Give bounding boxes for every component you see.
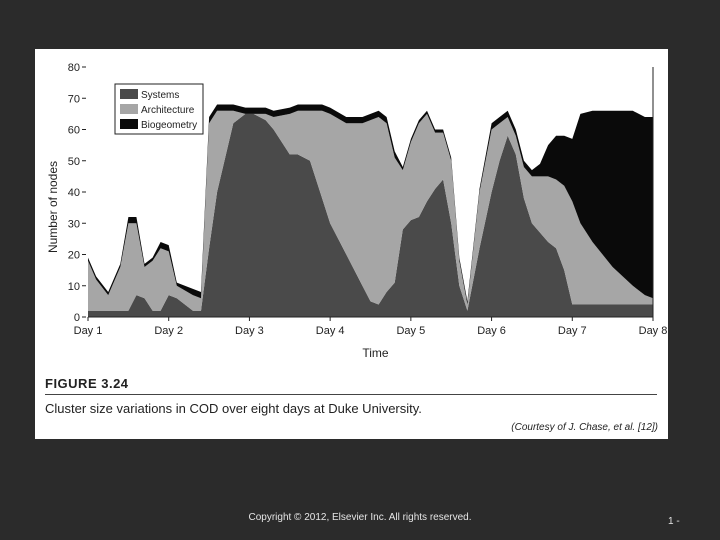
x-tick-label: Day 3 [235, 325, 264, 337]
x-tick-label: Day 7 [558, 325, 587, 337]
y-tick-label: 40 [68, 187, 80, 199]
caption-divider [45, 394, 657, 395]
y-tick-label: 30 [68, 218, 80, 230]
figure-card: 0 10 20 30 40 50 60 70 80 Day 1 Day 2 Day 3 Day 4 Day… [35, 49, 668, 439]
legend-entry: Architecture [141, 105, 195, 116]
x-tick-label: Day 4 [316, 325, 345, 337]
x-axis-title: Time [362, 346, 389, 360]
legend-entry: Systems [141, 90, 179, 101]
y-tick-label: 10 [68, 281, 80, 293]
y-tick-label: 80 [68, 62, 80, 74]
area-systems [88, 113, 653, 318]
y-tick-label: 50 [68, 156, 80, 168]
x-tick-label: Day 6 [477, 325, 506, 337]
figure-caption: Cluster size variations in COD over eigh… [45, 401, 422, 416]
stacked-area-chart: 0 10 20 30 40 50 60 70 80 Day 1 Day 2 Day 3 Day 4 Day… [46, 62, 668, 360]
x-tick-label: Day 5 [396, 325, 425, 337]
legend-entry: Biogeometry [141, 120, 197, 131]
legend-swatch [120, 119, 138, 129]
area-architecture [88, 110, 653, 311]
slide-number: 1 - [668, 516, 680, 527]
y-axis-title: Number of nodes [46, 161, 60, 253]
y-tick-label: 20 [68, 250, 80, 262]
figure-label: FIGURE 3.24 [45, 376, 129, 391]
x-tick-label: Day 2 [154, 325, 183, 337]
x-tick-label: Day 1 [74, 325, 103, 337]
y-tick-label: 70 [68, 93, 80, 105]
y-tick-label: 60 [68, 125, 80, 137]
area-biogeometry [88, 104, 653, 305]
legend-swatch [120, 89, 138, 99]
copyright-footer: Copyright © 2012, Elsevier Inc. All righ… [248, 512, 472, 523]
x-tick-label: Day 8 [639, 325, 668, 337]
legend-swatch [120, 104, 138, 114]
figure-courtesy: (Courtesy of J. Chase, et al. [12]) [511, 422, 658, 433]
y-tick-label: 0 [74, 312, 80, 324]
